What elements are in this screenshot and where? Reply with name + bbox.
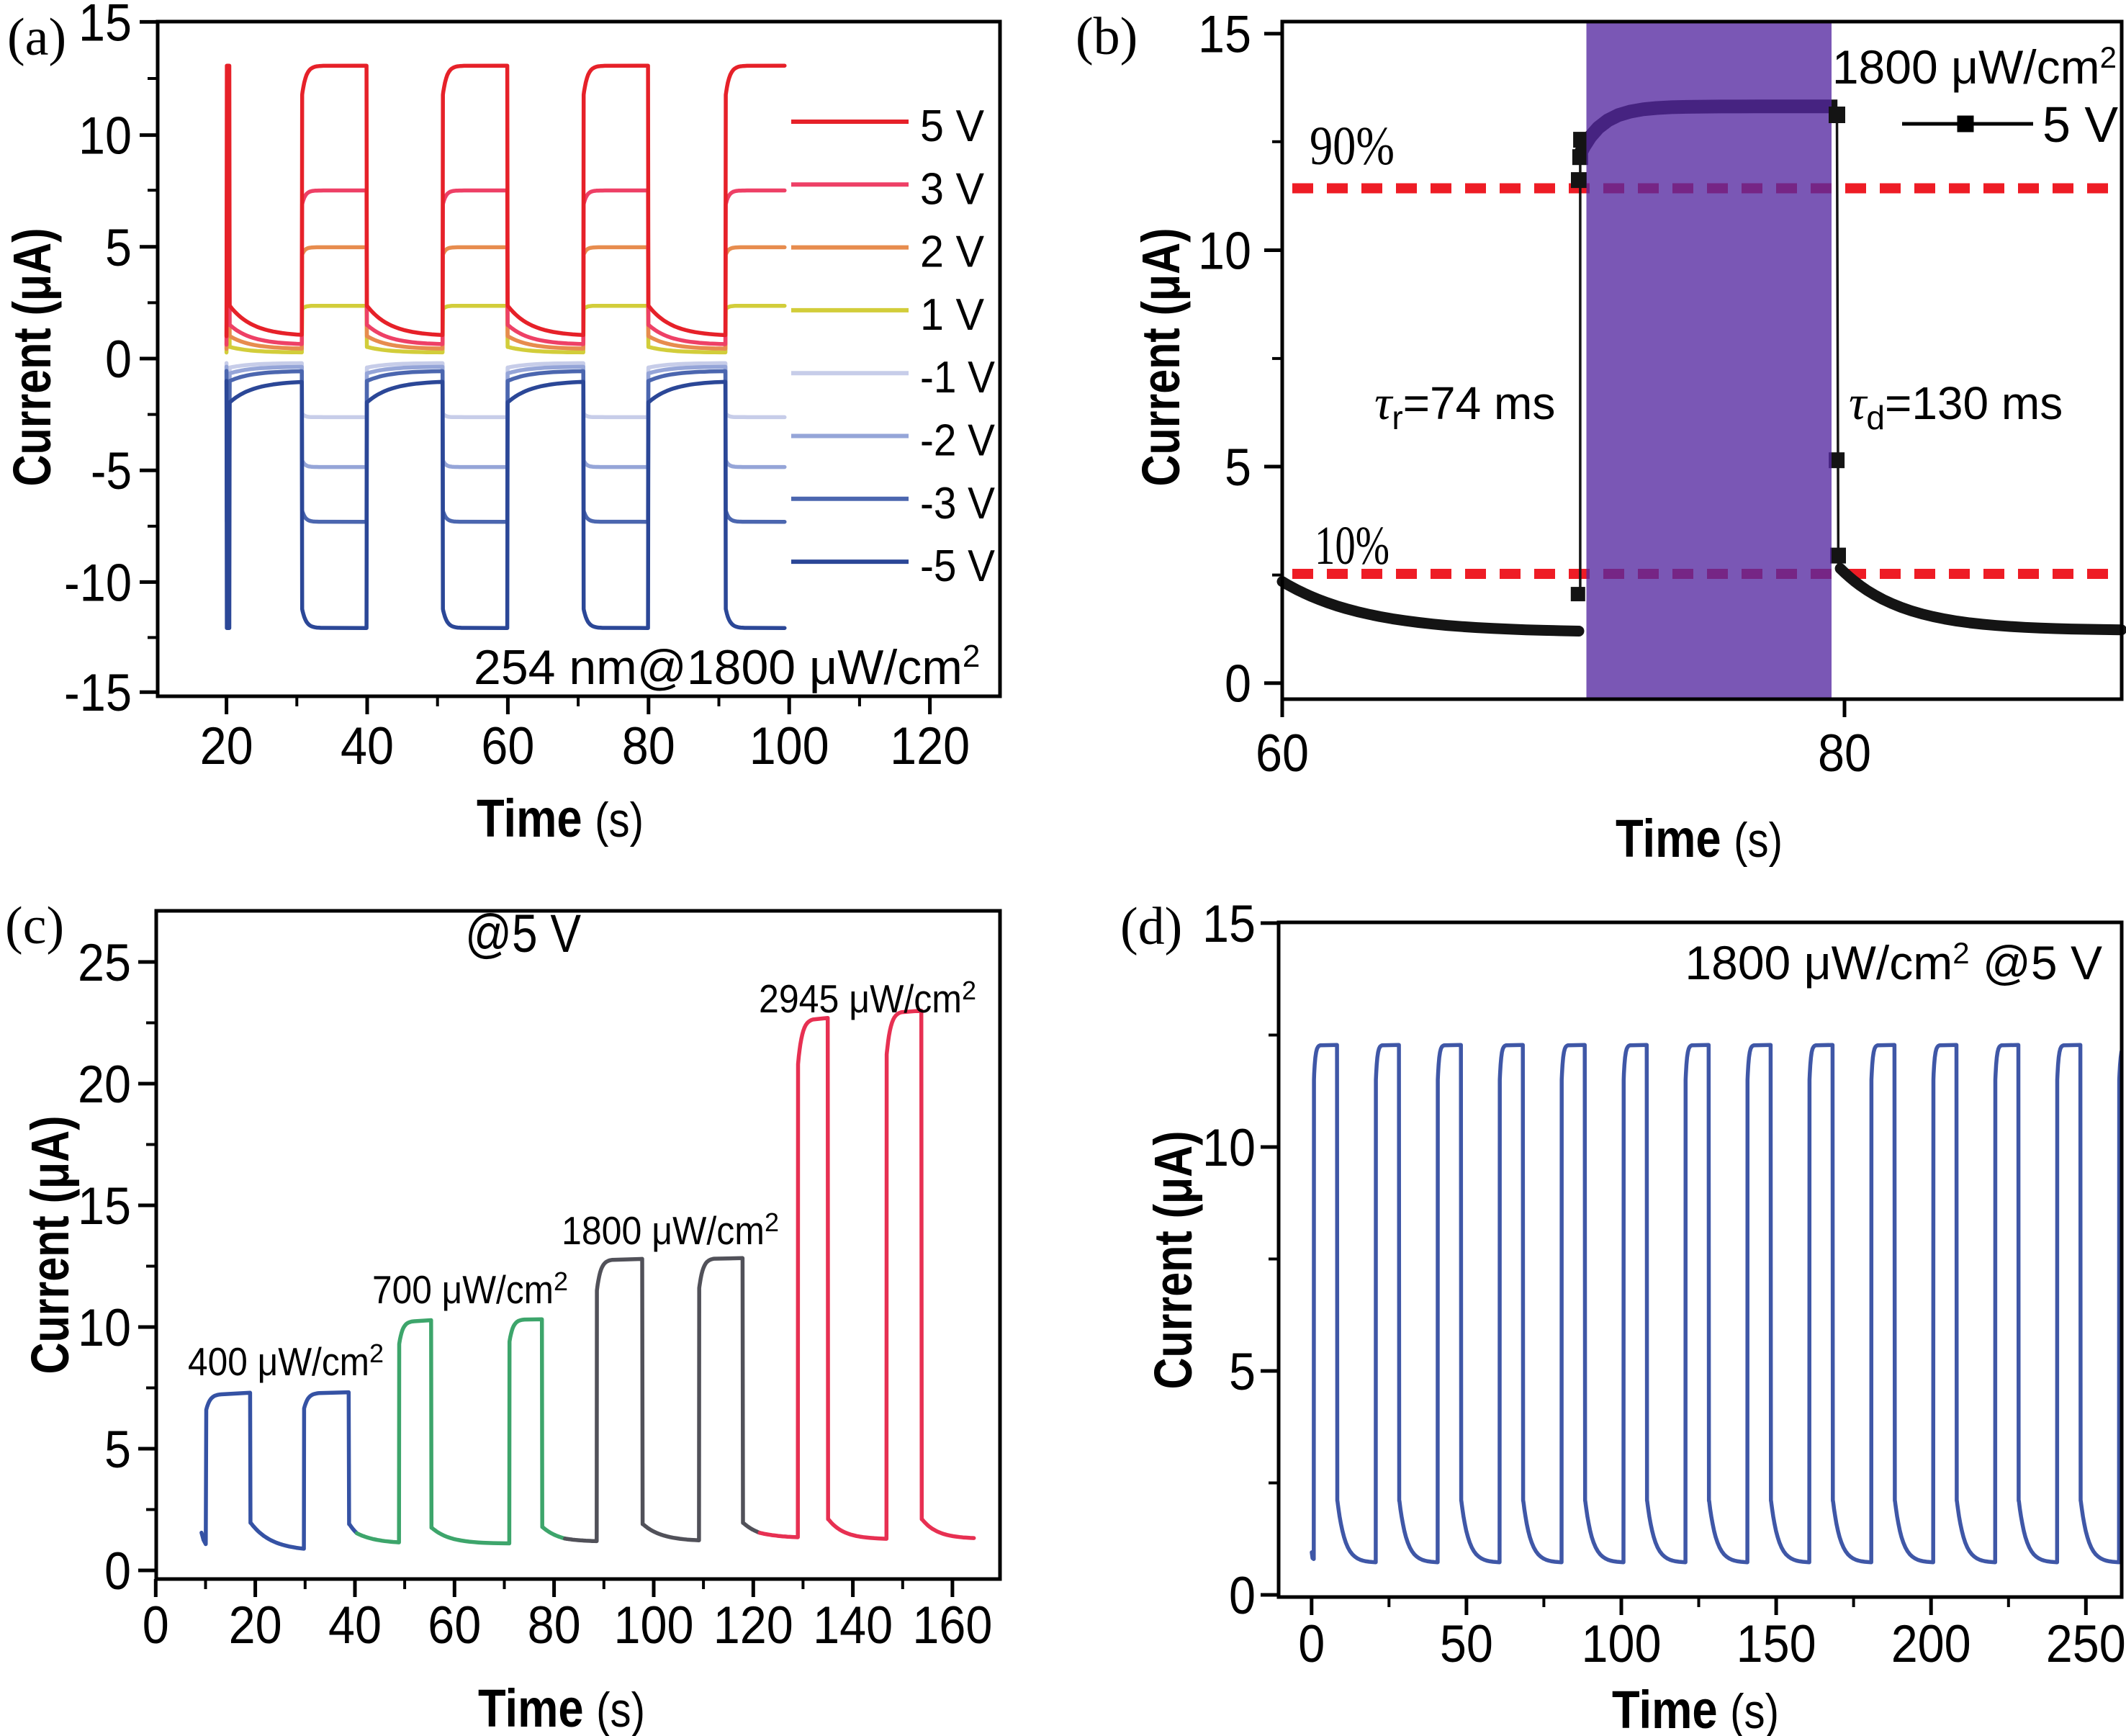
svg-text:(a): (a) — [7, 8, 66, 67]
svg-text:5 V: 5 V — [920, 102, 985, 151]
svg-text:1800 μW/cm2: 1800 μW/cm2 — [1832, 40, 2117, 94]
svg-text:100: 100 — [1582, 1615, 1662, 1673]
svg-text:Time (s): Time (s) — [1616, 809, 1783, 868]
svg-text:5: 5 — [1225, 439, 1251, 497]
svg-text:150: 150 — [1737, 1615, 1816, 1673]
svg-text:1800 μW/cm2 @5 V: 1800 μW/cm2 @5 V — [1685, 936, 2102, 989]
svg-text:80: 80 — [528, 1596, 581, 1655]
svg-text:90%: 90% — [1310, 116, 1395, 176]
svg-text:10: 10 — [1198, 222, 1251, 281]
svg-text:2945 μW/cm2: 2945 μW/cm2 — [759, 976, 976, 1021]
svg-text:15: 15 — [1202, 895, 1256, 953]
svg-text:400 μW/cm2: 400 μW/cm2 — [188, 1339, 384, 1384]
svg-text:1800 μW/cm2: 1800 μW/cm2 — [562, 1207, 779, 1253]
svg-text:5 V: 5 V — [2042, 96, 2118, 153]
svg-text:10: 10 — [78, 107, 132, 166]
svg-text:10%: 10% — [1315, 516, 1389, 576]
svg-text:140: 140 — [813, 1596, 893, 1655]
svg-text:250: 250 — [2046, 1615, 2126, 1673]
svg-text:@5 V: @5 V — [465, 904, 582, 963]
svg-text:-1 V: -1 V — [920, 353, 996, 402]
svg-text:100: 100 — [614, 1596, 694, 1655]
svg-text:15: 15 — [78, 0, 132, 52]
svg-text:-5: -5 — [91, 442, 132, 500]
svg-text:-3 V: -3 V — [920, 479, 996, 529]
svg-text:40: 40 — [328, 1596, 382, 1655]
svg-text:15: 15 — [78, 1177, 131, 1236]
svg-text:-15: -15 — [64, 664, 132, 722]
svg-text:-5 V: -5 V — [920, 541, 996, 591]
svg-text:50: 50 — [1440, 1615, 1493, 1673]
svg-text:254 nm@1800 μW/cm2: 254 nm@1800 μW/cm2 — [474, 639, 980, 695]
svg-text:0: 0 — [104, 1542, 131, 1601]
svg-text:700 μW/cm2: 700 μW/cm2 — [372, 1267, 568, 1312]
svg-text:80: 80 — [1818, 724, 1871, 783]
svg-text:80: 80 — [622, 717, 675, 775]
svg-text:60: 60 — [481, 717, 534, 775]
svg-text:0: 0 — [105, 330, 132, 389]
svg-text:5: 5 — [105, 219, 132, 277]
svg-text:20: 20 — [229, 1596, 282, 1655]
svg-text:(b): (b) — [1076, 7, 1138, 66]
svg-text:20: 20 — [78, 1056, 131, 1114]
svg-text:160: 160 — [912, 1596, 992, 1655]
svg-text:Time (s): Time (s) — [1612, 1680, 1779, 1736]
svg-text:-2 V: -2 V — [920, 416, 996, 466]
svg-text:0: 0 — [143, 1596, 169, 1655]
svg-text:10: 10 — [78, 1299, 131, 1357]
svg-text:(c): (c) — [5, 896, 64, 955]
svg-text:τd=130 ms: τd=130 ms — [1849, 375, 2063, 436]
svg-text:40: 40 — [341, 717, 394, 775]
svg-text:60: 60 — [1256, 724, 1309, 783]
svg-text:120: 120 — [890, 717, 970, 775]
svg-text:0: 0 — [1229, 1567, 1256, 1625]
svg-text:10: 10 — [1202, 1119, 1256, 1177]
svg-text:60: 60 — [428, 1596, 481, 1655]
svg-text:Current (μA): Current (μA) — [2, 228, 62, 487]
svg-text:Current (μA): Current (μA) — [20, 1116, 80, 1375]
svg-text:0: 0 — [1225, 655, 1251, 714]
svg-text:2 V: 2 V — [920, 228, 985, 277]
svg-text:15: 15 — [1198, 6, 1251, 64]
svg-text:Time (s): Time (s) — [477, 788, 644, 848]
svg-text:25: 25 — [78, 934, 131, 992]
svg-text:τr=74 ms: τr=74 ms — [1374, 375, 1555, 436]
svg-text:Current (μA): Current (μA) — [1131, 228, 1191, 487]
svg-text:200: 200 — [1891, 1615, 1971, 1673]
svg-text:3 V: 3 V — [920, 164, 985, 214]
svg-text:120: 120 — [713, 1596, 793, 1655]
svg-text:0: 0 — [1298, 1615, 1325, 1673]
svg-text:5: 5 — [104, 1421, 131, 1479]
svg-text:20: 20 — [200, 717, 253, 775]
svg-text:(d): (d) — [1120, 897, 1182, 956]
svg-text:-10: -10 — [64, 554, 132, 612]
svg-text:Time (s): Time (s) — [478, 1678, 645, 1736]
svg-text:100: 100 — [749, 717, 829, 775]
svg-text:5: 5 — [1229, 1343, 1256, 1401]
svg-text:Current (μA): Current (μA) — [1143, 1131, 1203, 1390]
svg-text:1 V: 1 V — [920, 290, 985, 340]
